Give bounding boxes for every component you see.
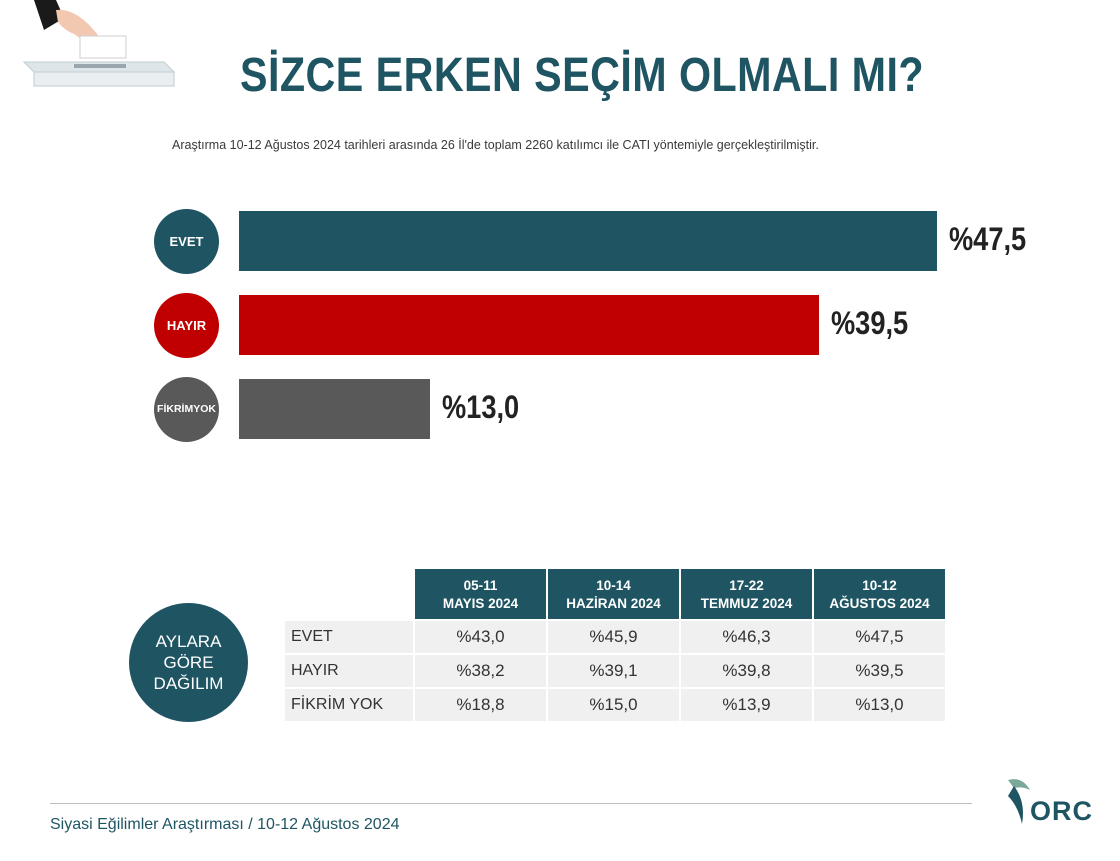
header-date-range: 10-12 [862, 578, 897, 594]
monthly-distribution-badge: AYLARA GÖRE DAĞILIM [129, 603, 248, 722]
header-date-range: 10-14 [596, 578, 631, 594]
category-label: HAYIR [166, 317, 207, 333]
bar-row: EVET %47,5 [0, 209, 1120, 274]
data-label: %39,5 [831, 305, 909, 341]
table-row: EVET %43,0 %45,9 %46,3 %47,5 [285, 621, 945, 653]
table-cell: %39,5 [814, 655, 945, 687]
table-header: 17-22 TEMMUZ 2024 [681, 569, 812, 619]
orc-logo-icon [1008, 779, 1030, 824]
category-badge: HAYIR [154, 293, 219, 358]
table-cell: %46,3 [681, 621, 812, 653]
header-date-range: 17-22 [729, 578, 764, 594]
bar-row: FİKRİM YOK %13,0 [0, 377, 1120, 442]
bar [239, 211, 937, 271]
footer-divider [50, 803, 972, 804]
badge-line: AYLARA [155, 631, 222, 651]
row-label: EVET [285, 621, 413, 653]
table-cell: %18,8 [415, 689, 546, 721]
table-cell: %47,5 [814, 621, 945, 653]
footer-text: Siyasi Eğilimler Araştırması / 10-12 Ağu… [50, 816, 400, 833]
table-cell: %45,9 [548, 621, 679, 653]
table-cell: %39,1 [548, 655, 679, 687]
row-label: HAYIR [285, 655, 413, 687]
table-header: 10-14 HAZİRAN 2024 [548, 569, 679, 619]
header-month: HAZİRAN 2024 [566, 596, 661, 611]
page-title: SİZCE ERKEN SEÇİM OLMALI MI? [240, 49, 924, 102]
table-cell: %43,0 [415, 621, 546, 653]
header-month: MAYIS 2024 [442, 596, 519, 611]
row-label: FİKRİM YOK [285, 689, 413, 721]
table-header: 10-12 AĞUSTOS 2024 [814, 569, 945, 619]
bar [239, 295, 819, 355]
table-cell: %39,8 [681, 655, 812, 687]
category-label: EVET [169, 233, 204, 249]
table-row: HAYIR %38,2 %39,1 %39,8 %39,5 [285, 655, 945, 687]
category-badge: FİKRİM YOK [154, 377, 219, 442]
table-cell: %13,0 [814, 689, 945, 721]
table-cell: %38,2 [415, 655, 546, 687]
table-cell: %13,9 [681, 689, 812, 721]
monthly-table: 05-11 MAYIS 2024 10-14 HAZİRAN 2024 17-2… [283, 567, 947, 723]
logo-text: ORC [1030, 796, 1093, 826]
header-date-range: 05-11 [463, 578, 498, 594]
badge-line: DAĞILIM [153, 674, 224, 694]
table-cell: %15,0 [548, 689, 679, 721]
header-month: AĞUSTOS 2024 [829, 596, 930, 611]
category-badge: EVET [154, 209, 219, 274]
table-row: FİKRİM YOK %18,8 %15,0 %13,9 %13,0 [285, 689, 945, 721]
survey-subtitle: Araştırma 10-12 Ağustos 2024 tarihleri a… [172, 138, 819, 152]
badge-line: GÖRE [163, 652, 214, 672]
table-header: 05-11 MAYIS 2024 [415, 569, 546, 619]
header-month: TEMMUZ 2024 [700, 596, 793, 611]
bar-row: HAYIR %39,5 [0, 293, 1120, 358]
bar [239, 379, 430, 439]
category-label: FİKRİM [157, 402, 194, 415]
data-label: %47,5 [949, 221, 1027, 257]
ballot-box-icon [22, 0, 176, 87]
data-label: %13,0 [442, 389, 520, 425]
category-label: YOK [193, 402, 216, 415]
table-corner [285, 569, 413, 619]
